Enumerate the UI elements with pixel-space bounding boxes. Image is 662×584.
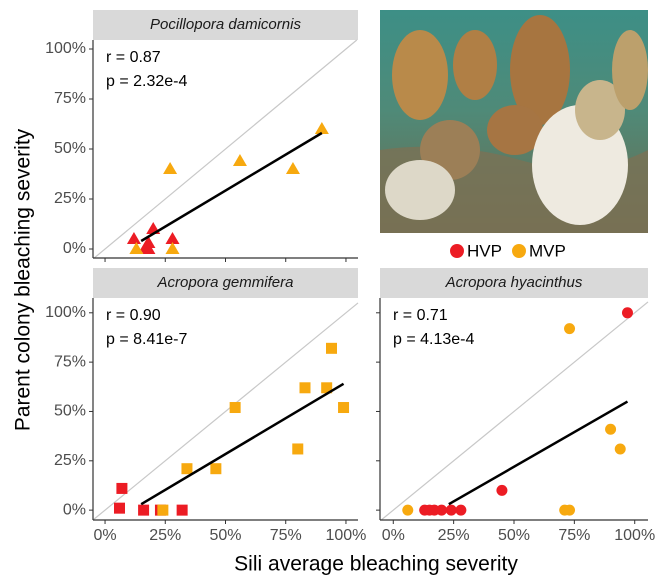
x-tick-label: 50%: [498, 527, 530, 544]
point: [116, 483, 127, 494]
x-tick-label: 75%: [270, 527, 302, 544]
point: [455, 505, 466, 516]
point: [564, 505, 575, 516]
point: [622, 307, 633, 318]
point: [114, 503, 125, 514]
panel: Pocillopora damicornis 0% 25% 50% 75% 100% r =…: [45, 10, 358, 262]
y-tick-label: 100%: [45, 304, 86, 321]
y-tick-label: 75%: [54, 90, 86, 107]
point: [157, 505, 168, 516]
point: [564, 323, 575, 334]
x-tick-label: 75%: [558, 527, 590, 544]
x-tick-label: 50%: [209, 527, 241, 544]
legend: HVP MVP: [450, 241, 566, 260]
x-tick-label: 100%: [614, 527, 655, 544]
x-tick-label: 100%: [325, 527, 366, 544]
annotation: r = 0.87: [106, 49, 161, 66]
annotation: r = 0.71: [393, 307, 448, 324]
fit-line: [141, 133, 322, 241]
point: [177, 505, 188, 516]
point: [605, 424, 616, 435]
point: [181, 463, 192, 474]
y-tick-label: 50%: [54, 403, 86, 420]
panel: Acropora hyacinthus 0% 25% 50% 75% 100% r = 0.…: [376, 268, 655, 544]
y-tick-label: 25%: [54, 452, 86, 469]
legend-swatch: [512, 244, 526, 258]
point: [163, 162, 177, 174]
figure: Sili average bleaching severity Parent c…: [0, 0, 662, 579]
y-tick-label: 100%: [45, 40, 86, 57]
point: [315, 122, 329, 134]
panel-title: Pocillopora damicornis: [150, 16, 301, 33]
y-tick-label: 75%: [54, 353, 86, 370]
legend-label: MVP: [529, 241, 566, 260]
annotation: r = 0.90: [106, 307, 161, 324]
annotation: p = 8.41e-7: [106, 331, 188, 348]
y-axis-label: Parent colony bleaching severity: [12, 128, 35, 431]
point: [230, 402, 241, 413]
panel-title: Acropora hyacinthus: [445, 274, 583, 291]
page: {"xlabel": "Sili average bleaching sever…: [0, 0, 662, 584]
x-tick-label: 0%: [93, 527, 116, 544]
point: [402, 505, 413, 516]
fit-line: [449, 402, 628, 505]
x-axis-label: Sili average bleaching severity: [234, 553, 518, 576]
legend-label: HVP: [467, 241, 502, 260]
coral-photo: [380, 10, 648, 233]
point: [210, 463, 221, 474]
point: [233, 154, 247, 166]
legend-swatch: [450, 244, 464, 258]
y-tick-label: 25%: [54, 190, 86, 207]
fit-line: [141, 384, 343, 504]
y-tick-label: 0%: [63, 240, 86, 257]
point: [338, 402, 349, 413]
point: [300, 382, 311, 393]
point: [138, 505, 149, 516]
point: [615, 443, 626, 454]
point: [127, 232, 141, 244]
annotation: p = 2.32e-4: [106, 73, 188, 90]
point: [436, 505, 447, 516]
panel: Acropora gemmifera 0% 25% 50% 75% 100% 0% 25% 50…: [45, 268, 366, 544]
panel-title: Acropora gemmifera: [157, 274, 294, 291]
x-tick-label: 0%: [382, 527, 405, 544]
point: [446, 505, 457, 516]
point: [326, 343, 337, 354]
point: [496, 485, 507, 496]
point: [292, 443, 303, 454]
y-tick-label: 0%: [63, 501, 86, 518]
y-tick-label: 50%: [54, 140, 86, 157]
point: [286, 162, 300, 174]
x-tick-label: 25%: [149, 527, 181, 544]
annotation: p = 4.13e-4: [393, 331, 475, 348]
x-tick-label: 25%: [438, 527, 470, 544]
